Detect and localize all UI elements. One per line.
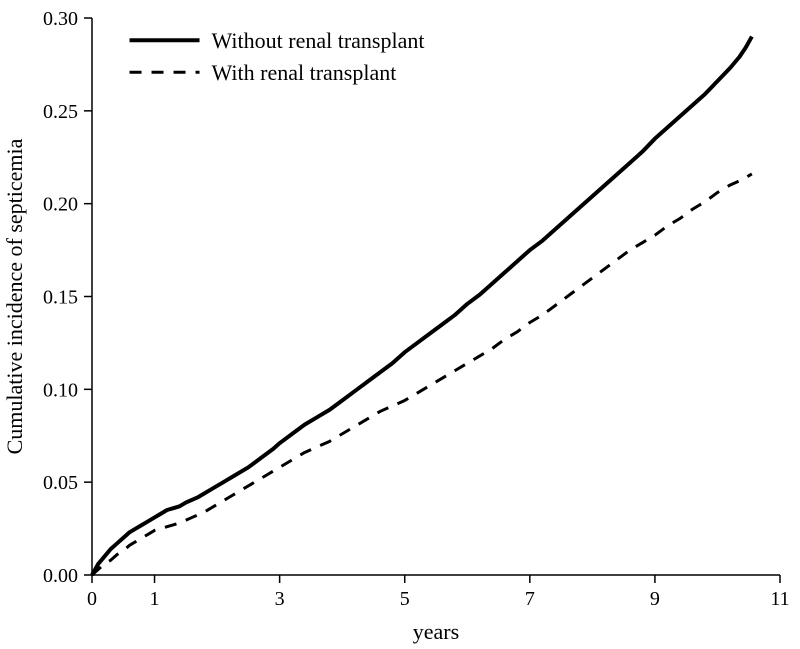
- y-tick-label: 0.05: [43, 472, 78, 494]
- x-tick-label: 1: [150, 588, 160, 610]
- chart-container: 0 1 3 5 7 9 11 0.00 0.05 0.10 0.15 0.20 0.25 0.30 year…: [0, 0, 800, 649]
- x-axis-label: years: [413, 619, 459, 644]
- y-tick-label: 0.30: [43, 8, 78, 30]
- y-tick-label: 0.20: [43, 194, 78, 216]
- x-tick-label: 11: [770, 588, 789, 610]
- y-tick-label: 0.00: [43, 565, 78, 587]
- y-tick-label: 0.10: [43, 379, 78, 401]
- y-tick-label: 0.15: [43, 287, 78, 309]
- legend-label-without: Without renal transplant: [212, 28, 425, 53]
- x-tick-label: 7: [525, 588, 535, 610]
- x-tick-label: 0: [87, 588, 97, 610]
- incidence-chart: 0 1 3 5 7 9 11 0.00 0.05 0.10 0.15 0.20 0.25 0.30 year…: [0, 0, 800, 649]
- y-tick-label: 0.25: [43, 101, 78, 123]
- y-axis-label: Cumulative incidence of septicemia: [2, 138, 27, 454]
- legend-label-with: With renal transplant: [212, 60, 397, 85]
- x-tick-label: 9: [650, 588, 660, 610]
- x-tick-label: 5: [400, 588, 410, 610]
- x-tick-label: 3: [275, 588, 285, 610]
